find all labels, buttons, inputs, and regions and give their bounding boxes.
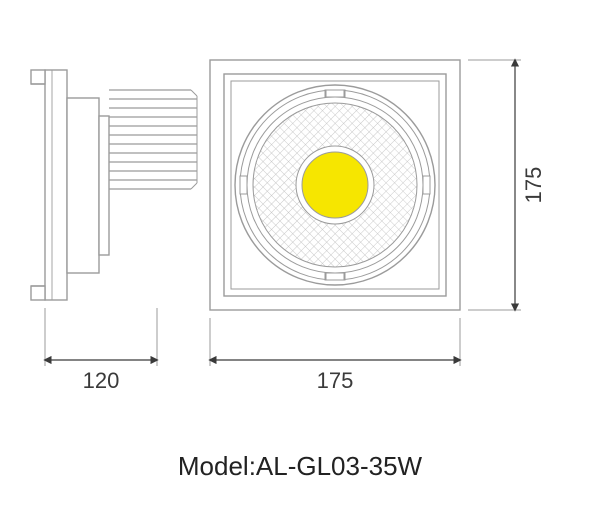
dimension-depth-value: 120 [83, 368, 120, 393]
dimension-height: 175 [468, 60, 546, 310]
led-chip [302, 152, 368, 218]
side-view [31, 70, 197, 300]
front-view [210, 60, 460, 310]
model-label: Model:AL-GL03-35W [178, 451, 423, 481]
dimension-height-value: 175 [521, 167, 546, 204]
dimension-depth: 120 [45, 308, 157, 393]
dimension-width: 175 [210, 318, 460, 393]
dimension-width-value: 175 [317, 368, 354, 393]
